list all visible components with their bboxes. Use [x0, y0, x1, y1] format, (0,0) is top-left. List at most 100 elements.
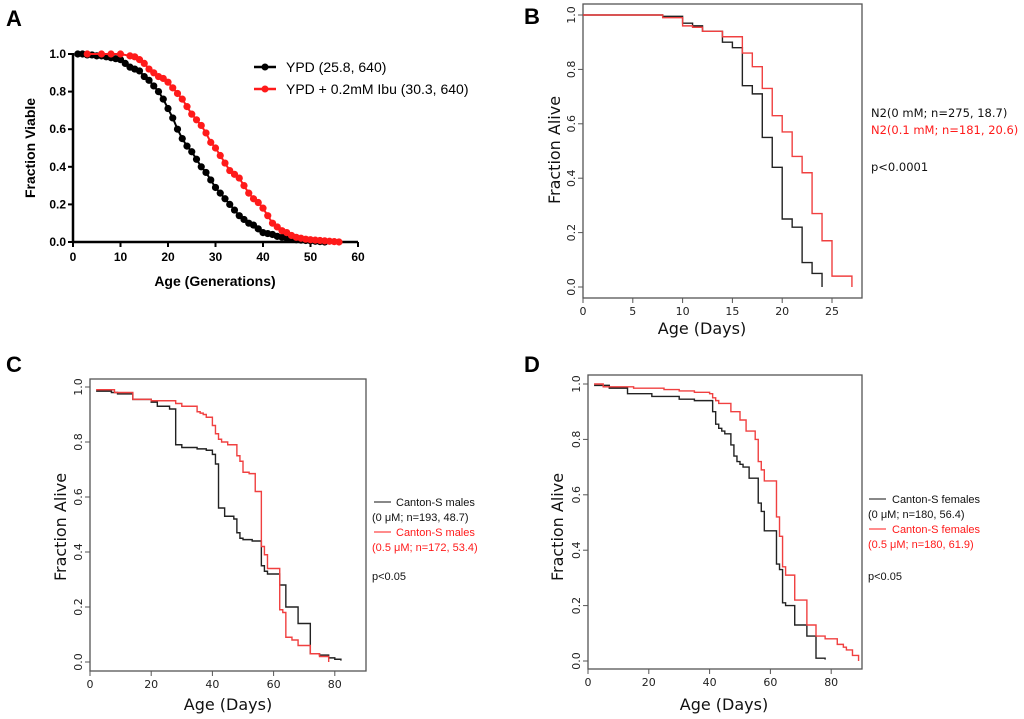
panel-d-series [594, 383, 860, 661]
legend-label-females-0um: (0 μM; n=180, 56.4) [868, 509, 965, 521]
x-tick-label: 0 [70, 250, 77, 264]
legend-label-males-0um: (0 μM; n=193, 48.7) [372, 512, 469, 524]
x-tick-label: 40 [256, 250, 270, 264]
data-point [140, 59, 148, 67]
y-tick-label: 1.0 [570, 375, 583, 393]
y-tick-label: 0.4 [570, 541, 583, 559]
data-point [235, 174, 243, 182]
data-point [264, 212, 272, 220]
legend-label-n2-0mm: N2(0 mM; n=275, 18.7) [871, 106, 1007, 120]
legend-label-males-05um: (0.5 μM; n=172, 53.4) [372, 542, 478, 554]
data-point [116, 50, 125, 58]
legend-label-males-0um-title: Canton-S males [396, 497, 475, 509]
data-point [216, 189, 224, 197]
y-tick-label: 0.6 [72, 488, 85, 506]
panel-a-ylabel: Fraction Viable [22, 98, 38, 198]
y-tick-label: 1.0 [49, 47, 66, 61]
panel-b-xlabel: Age (Days) [658, 319, 746, 338]
y-tick-label: 0.4 [49, 160, 66, 174]
data-point [178, 95, 186, 103]
data-point [202, 168, 210, 177]
panel-d: D 0 20 40 60 80 0.0 0.2 0.4 0.6 0.8 1.0 Age (Days)… [524, 352, 981, 714]
y-tick-label: 0.2 [565, 224, 578, 242]
y-tick-label: 0.0 [570, 652, 583, 670]
legend-label-females-05um-title: Canton-S females [892, 524, 981, 536]
panel-a-series [74, 50, 343, 246]
x-tick-label: 80 [824, 676, 838, 689]
legend-label-males-05um-title: Canton-S males [396, 527, 475, 539]
data-point [135, 67, 144, 75]
y-tick-label: 0.4 [72, 543, 85, 561]
data-point [240, 182, 248, 190]
panel-label-c: C [6, 352, 22, 377]
data-point [197, 163, 205, 171]
pvalue-label-d: p<0.05 [868, 571, 902, 583]
legend-label-ypd-ibu: YPD + 0.2mM Ibu (30.3, 640) [286, 81, 468, 97]
panel-label-b: B [524, 4, 540, 29]
legend-label-females-05um: (0.5 μM; n=180, 61.9) [868, 539, 974, 551]
panel-d-xlabel: Age (Days) [680, 695, 768, 714]
x-tick-label: 25 [825, 305, 839, 318]
plot-frame [582, 3, 863, 299]
x-tick-label: 60 [267, 678, 281, 691]
data-point [154, 88, 163, 96]
y-tick-label: 0.4 [565, 169, 578, 187]
data-point [183, 142, 191, 150]
data-point [145, 76, 153, 84]
data-point [150, 82, 158, 90]
y-tick-label: 0.8 [565, 61, 578, 79]
panel-c-xlabel: Age (Days) [184, 695, 272, 714]
data-point [192, 155, 201, 163]
data-point [159, 95, 167, 103]
legend-label-females-0um-title: Canton-S females [892, 494, 981, 506]
legend-label-ypd: YPD (25.8, 640) [286, 59, 386, 75]
panel-d-axes: 0 20 40 60 80 0.0 0.2 0.4 0.6 0.8 1.0 [570, 374, 863, 689]
y-tick-label: 0.8 [72, 433, 85, 451]
data-point [188, 110, 196, 118]
data-point [164, 104, 172, 113]
y-tick-label: 0.8 [570, 431, 583, 449]
data-point [226, 200, 234, 208]
data-point [202, 129, 210, 137]
data-point [216, 151, 224, 160]
y-tick-label: 0.6 [570, 486, 583, 504]
panel-d-legend: Canton-S females (0 μM; n=180, 56.4) Can… [868, 494, 981, 583]
panel-d-ylabel: Fraction Alive [548, 473, 567, 581]
panel-b-axes: 0 5 10 15 20 25 0.0 0.2 0.4 0.6 0.8 1.0 [565, 3, 863, 318]
data-point [188, 148, 196, 156]
data-point [192, 116, 201, 124]
data-point [197, 121, 205, 130]
x-tick-label: 60 [351, 250, 365, 264]
data-point [221, 159, 229, 167]
y-tick-label: 0.2 [49, 197, 66, 211]
data-point [254, 198, 262, 207]
x-tick-label: 0 [87, 678, 94, 691]
data-point [230, 206, 239, 214]
panel-c: C 0 20 40 60 80 0.0 0.2 0.4 0.6 0.8 1.0 Age (Days)… [6, 352, 478, 714]
legend-item-ypd: YPD (25.8, 640) [254, 59, 386, 75]
x-tick-label: 50 [304, 250, 318, 264]
data-point [335, 238, 343, 246]
y-tick-label: 0.2 [72, 598, 85, 616]
data-point [259, 204, 267, 212]
legend-item-ypd-ibu: YPD + 0.2mM Ibu (30.3, 640) [254, 81, 468, 97]
panel-a-axes: 0 10 20 30 40 50 60 0.0 0.2 0.4 0.6 0.8 1.0 [49, 47, 365, 264]
plot-frame [89, 378, 367, 672]
panel-c-series [96, 389, 342, 662]
pvalue-label-b: p<0.0001 [871, 160, 928, 174]
x-tick-label: 40 [703, 676, 717, 689]
survival-step-black [594, 384, 826, 660]
y-tick-label: 0.0 [49, 235, 66, 249]
panel-c-ylabel: Fraction Alive [51, 473, 70, 581]
data-point [211, 144, 220, 152]
panel-b-series [583, 14, 853, 287]
panel-a-legend: YPD (25.8, 640) YPD + 0.2mM Ibu (30.3, 6… [254, 59, 468, 97]
data-point [164, 78, 172, 86]
x-tick-label: 20 [642, 676, 656, 689]
survival-step-black [96, 390, 342, 661]
y-tick-label: 0.6 [49, 122, 66, 136]
panel-a: A 0 10 20 30 40 50 60 0.0 0.2 0.4 0.6 0.8 1.0 Age (G… [6, 6, 468, 289]
plot-frame [587, 374, 863, 670]
x-tick-label: 20 [775, 305, 789, 318]
panel-label-a: A [6, 6, 22, 31]
